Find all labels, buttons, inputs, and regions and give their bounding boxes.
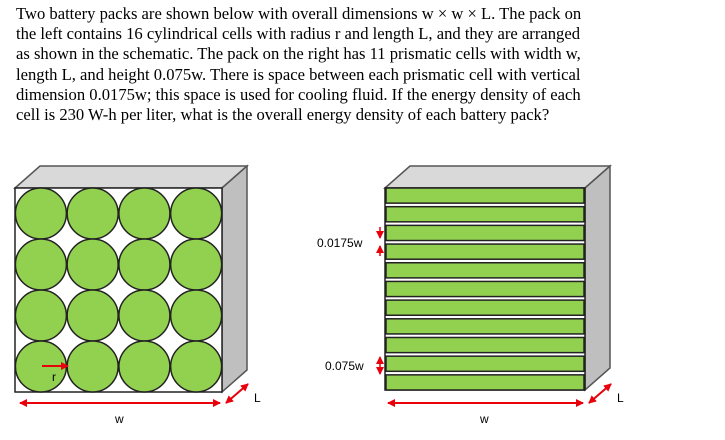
cylinder-cell (14, 187, 68, 240)
prismatic-cell (385, 318, 585, 335)
left-top-face (13, 165, 249, 189)
cylinder-cell (169, 238, 223, 291)
prismatic-cell (385, 336, 585, 354)
prismatic-cell (385, 205, 585, 223)
text-line: Two battery packs are shown below with o… (16, 4, 582, 23)
problem-text: Two battery packs are shown below with o… (16, 4, 716, 125)
width-label: w (114, 412, 124, 426)
length-arrow (588, 383, 612, 404)
prismatic-cells (385, 187, 585, 391)
cylinder-cell (14, 238, 68, 291)
prismatic-cell (385, 374, 585, 391)
cylinder-cell (66, 340, 119, 393)
cylinder-cell (118, 238, 171, 291)
right-side-face (584, 164, 611, 392)
length-label: L (617, 391, 624, 405)
cylinder-cell (118, 187, 171, 240)
cylinder-cell (118, 289, 171, 342)
width-label: w (479, 412, 489, 426)
cell-height-label: 0.075w (325, 359, 364, 373)
radius-label: r (52, 370, 56, 384)
cylinder-cell (66, 238, 119, 291)
cylinder-cells (14, 187, 223, 393)
text-line: as shown in the schematic. The pack on t… (16, 44, 581, 64)
prismatic-cell (385, 187, 585, 204)
cylinder-cell (169, 187, 223, 240)
prismatic-cell (385, 355, 585, 373)
length-arrow (225, 383, 249, 404)
right-top-face (383, 165, 612, 189)
cylinder-cell (118, 340, 171, 393)
cylinder-cell (66, 187, 119, 240)
cylinder-cell (66, 289, 119, 342)
cylinder-cell (14, 289, 68, 342)
prismatic-cell (385, 299, 585, 317)
text-line: length L, and height 0.075w. There is sp… (16, 64, 581, 84)
gap-label: 0.0175w (317, 236, 363, 250)
text-line: the left contains 16 cylindrical cells w… (16, 24, 580, 44)
length-label: L (254, 391, 261, 405)
cylinder-cell (169, 340, 223, 393)
text-line: dimension 0.0175w; this space is used fo… (16, 84, 581, 104)
left-side-face (221, 164, 248, 394)
prismatic-cell (385, 280, 585, 298)
text-line: cell is 230 W-h per liter, what is the o… (16, 105, 550, 125)
prismatic-cell (385, 243, 585, 260)
prismatic-cell (385, 224, 585, 242)
prismatic-cell (385, 261, 585, 279)
cylinder-cell (169, 289, 223, 342)
